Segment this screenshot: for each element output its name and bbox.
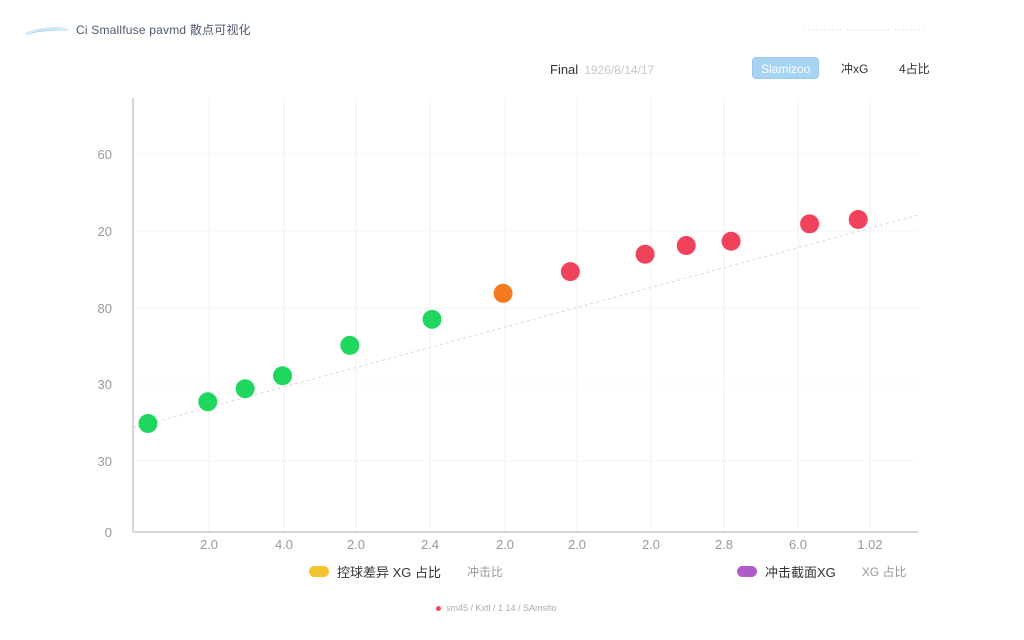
footer: sm45 / Kxtl / 1 14 / SAmslto bbox=[436, 603, 557, 613]
x-tick-label: 6.0 bbox=[789, 537, 807, 552]
y-tick-label: 30 bbox=[98, 377, 112, 392]
brand-logo-icon bbox=[24, 27, 70, 35]
scatter-point-0 bbox=[138, 414, 158, 433]
legend: 控球差异 XG 占比 冲击比 冲击截面XG XG 占比 bbox=[0, 562, 1024, 582]
legend-swatch-purple-icon bbox=[737, 566, 757, 577]
scatter-point-3 bbox=[273, 366, 293, 386]
scatter-point-8 bbox=[635, 244, 655, 264]
scatter-point-12 bbox=[848, 210, 868, 230]
mode-button-ratio[interactable]: 4占比 bbox=[890, 57, 939, 79]
scatter-point-7 bbox=[560, 262, 580, 282]
x-tick-label: 1.02 bbox=[857, 537, 882, 552]
x-tick-label: 2.0 bbox=[568, 537, 586, 552]
x-tick-label: 2.0 bbox=[496, 537, 514, 552]
scatter-point-2 bbox=[235, 379, 255, 399]
y-tick-label: 0 bbox=[105, 525, 112, 540]
mode-button-slamizoo[interactable]: Slamizoo bbox=[752, 57, 820, 79]
legend-item-possession[interactable]: 控球差异 XG 占比 冲击比 bbox=[309, 562, 503, 581]
legend-sub-label: 冲击比 bbox=[467, 565, 504, 579]
y-tick-label: 30 bbox=[98, 454, 112, 469]
x-tick-label: 2.0 bbox=[200, 537, 218, 552]
x-tick-label: 4.0 bbox=[275, 537, 293, 552]
x-tick-label: 2.4 bbox=[421, 537, 439, 552]
scatter-point-11 bbox=[800, 214, 820, 234]
y-tick-label: 80 bbox=[98, 301, 112, 316]
y-tick-label: 60 bbox=[98, 147, 112, 162]
scatter-chart: 0 30 30 80 20 60 2.0 4.0 2.0 2.4 2.0 2.0 2.0 2.8 6.0 1.… bbox=[0, 88, 1024, 558]
legend-label: 冲击截面XG bbox=[765, 565, 836, 580]
range-label-group: Final 1926/8/14/17 bbox=[550, 62, 654, 77]
footer-dot-icon bbox=[436, 605, 441, 611]
top-right-meta: ·········· ··········· ········ bbox=[803, 24, 926, 34]
scatter-point-9 bbox=[676, 236, 696, 256]
scatter-point-1 bbox=[198, 392, 218, 412]
legend-label: 控球差异 XG 占比 bbox=[337, 565, 442, 580]
header-bar: Ci Smallfuse pavmd 散点可视化 ·········· ····… bbox=[0, 0, 1024, 56]
x-tick-label: 2.0 bbox=[642, 537, 660, 552]
y-tick-label: 20 bbox=[98, 224, 112, 239]
scatter-point-10 bbox=[721, 231, 741, 251]
legend-sub-label: XG 占比 bbox=[861, 565, 907, 579]
scatter-point-6 bbox=[493, 283, 513, 303]
scatter-point-5 bbox=[422, 309, 442, 329]
app-title: Ci Smallfuse pavmd 散点可视化 bbox=[76, 23, 251, 37]
range-value: 1926/8/14/17 bbox=[584, 63, 655, 77]
range-label: Final bbox=[550, 62, 579, 77]
legend-swatch-yellow-icon bbox=[309, 566, 329, 577]
scatter-point-4 bbox=[340, 335, 360, 355]
chart-svg: 0 30 30 80 20 60 2.0 4.0 2.0 2.4 2.0 2.0 2.0 2.8 6.0 1.… bbox=[98, 98, 919, 552]
footer-text: sm45 / Kxtl / 1 14 / SAmslto bbox=[446, 603, 557, 613]
x-tick-label: 2.0 bbox=[347, 537, 365, 552]
legend-item-impact[interactable]: 冲击截面XG XG 占比 bbox=[737, 562, 906, 581]
x-tick-label: 2.8 bbox=[715, 537, 733, 552]
mode-button-xg[interactable]: 冲xG bbox=[832, 57, 877, 79]
